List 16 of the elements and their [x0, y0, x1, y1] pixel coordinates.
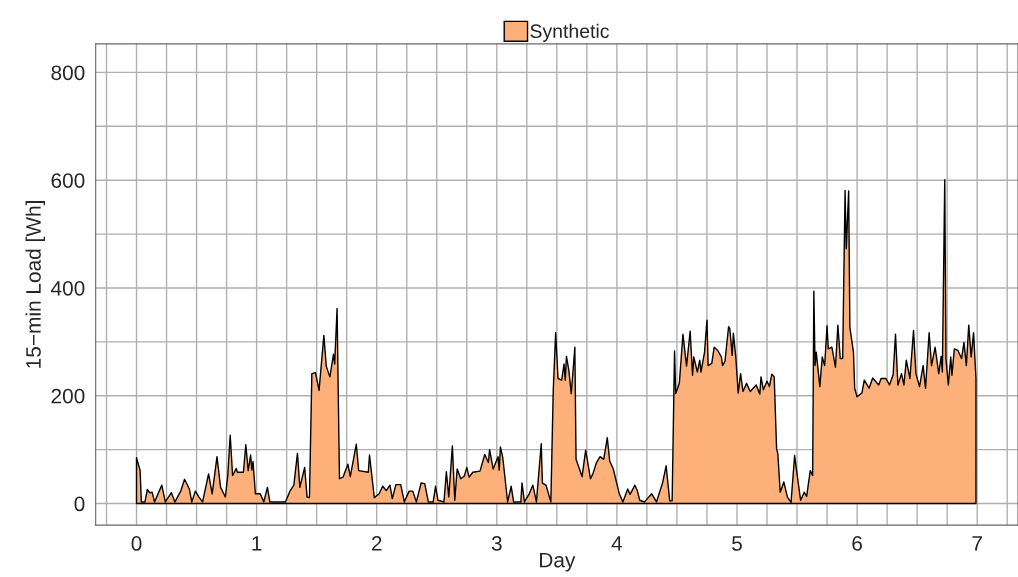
- x-tick-label: 2: [371, 536, 382, 551]
- x-tick-label: 5: [732, 536, 742, 551]
- y-tick-label: 600: [51, 173, 85, 188]
- y-tick-label: 200: [51, 388, 85, 404]
- x-tick-label: 3: [491, 536, 502, 551]
- x-axis-title: Day: [540, 552, 576, 572]
- y-axis-title: 15−min Load [Wh]: [25, 201, 45, 368]
- x-tick-label: 6: [852, 536, 862, 551]
- x-tick-label: 1: [252, 536, 262, 551]
- x-tick-label: 4: [611, 536, 623, 551]
- y-tick-label: 0: [74, 496, 85, 512]
- x-tick-label: 7: [972, 536, 982, 551]
- x-tick-label: 0: [131, 536, 142, 551]
- y-tick-label: 400: [51, 280, 85, 296]
- legend-label: Synthetic: [530, 23, 609, 42]
- y-tick-label: 800: [51, 65, 85, 81]
